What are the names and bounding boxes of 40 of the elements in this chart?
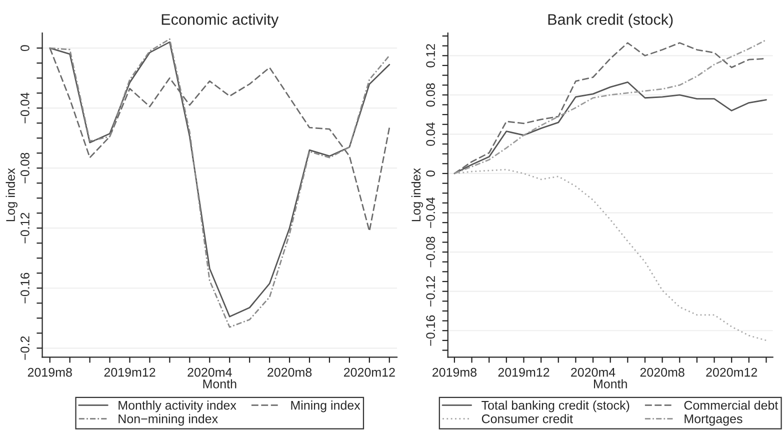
legend-label: Commercial debt bbox=[684, 400, 778, 410]
legend-label: Consumer credit bbox=[482, 414, 573, 424]
legend-label: Non−mining index bbox=[118, 414, 218, 426]
x-tick-label: 2019m12 bbox=[498, 368, 550, 377]
line-series bbox=[49, 47, 390, 232]
y-tick-label: −0.2 bbox=[20, 336, 30, 360]
line-series bbox=[454, 168, 767, 342]
x-tick-label: 2020m8 bbox=[640, 368, 684, 377]
y-tick-label: −0.08 bbox=[20, 152, 30, 184]
y-axis-title: Log index bbox=[411, 168, 424, 222]
legend-label: Mortgages bbox=[684, 414, 742, 426]
legend-label: Total banking credit (stock) bbox=[482, 400, 630, 412]
y-tick-label: −0.04 bbox=[20, 92, 30, 124]
x-tick-label: 2020m12 bbox=[706, 368, 758, 377]
chart-title: Bank credit (stock) bbox=[548, 14, 673, 28]
x-axis-title: Month bbox=[203, 379, 236, 388]
chart-title: Economic activity bbox=[162, 14, 279, 28]
y-tick-label: −0.08 bbox=[426, 236, 435, 268]
x-tick-label: 2020m4 bbox=[571, 368, 616, 377]
legend-label: Mining index bbox=[291, 400, 360, 412]
x-axis-title: Month bbox=[594, 379, 627, 388]
x-tick-label: 2020m12 bbox=[344, 368, 395, 377]
y-tick-label: 0 bbox=[426, 170, 435, 176]
y-tick-label: 0.12 bbox=[426, 44, 435, 68]
y-tick-label: −0.16 bbox=[20, 272, 30, 304]
x-tick-label: 2019m8 bbox=[432, 368, 476, 377]
y-tick-label: 0 bbox=[20, 45, 30, 52]
line-series bbox=[454, 81, 767, 174]
x-tick-label: 2020m4 bbox=[188, 368, 232, 377]
x-tick-label: 2019m12 bbox=[104, 368, 156, 377]
y-tick-label: −0.12 bbox=[426, 276, 435, 307]
x-tick-label: 2019m8 bbox=[28, 368, 72, 377]
y-tick-label: 0.04 bbox=[426, 122, 435, 146]
x-tick-label: 2020m8 bbox=[268, 368, 312, 377]
y-tick-label: 0.08 bbox=[426, 83, 435, 107]
y-tick-label: −0.04 bbox=[426, 197, 435, 228]
y-tick-label: −0.12 bbox=[20, 212, 30, 244]
legend-label: Monthly activity index bbox=[118, 400, 236, 412]
y-axis-title: Log index bbox=[6, 168, 18, 222]
y-tick-label: −0.16 bbox=[426, 315, 435, 346]
